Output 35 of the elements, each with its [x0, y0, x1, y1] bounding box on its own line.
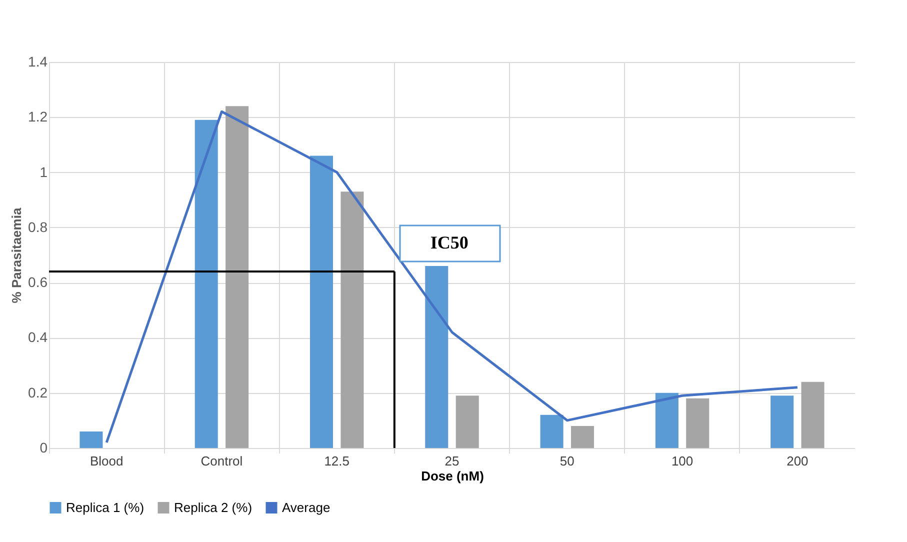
bar — [540, 414, 564, 448]
bar — [80, 431, 103, 448]
y-tick-label: 0.8 — [28, 218, 48, 235]
bar — [686, 398, 710, 448]
bar — [801, 382, 824, 448]
bar — [456, 396, 479, 448]
y-tick-label: 1 — [40, 164, 48, 180]
x-tick-label: 200 — [786, 454, 808, 468]
y-tick-label: 0.2 — [28, 384, 48, 400]
y-tick-label: 0.4 — [28, 329, 48, 346]
annotation: IC50 — [430, 232, 468, 253]
y-tick-label: 0 — [40, 440, 48, 456]
bar — [310, 156, 334, 448]
bar — [570, 426, 594, 448]
bar — [655, 392, 678, 448]
bar — [194, 120, 218, 448]
x-tick-label: Blood — [90, 454, 124, 468]
bar — [226, 106, 249, 448]
x-tick-label: Control — [200, 454, 243, 468]
y-tick-label: 1.2 — [28, 108, 48, 125]
bar — [425, 266, 448, 448]
line-series — [105, 110, 799, 444]
x-tick-label: 100 — [671, 454, 694, 468]
x-tick-label: 50 — [560, 454, 574, 468]
x-tick-label: 12.5 — [324, 454, 350, 468]
bar — [770, 396, 794, 448]
bar — [340, 192, 364, 448]
legend-label: Replica 1 (%) — [66, 500, 144, 515]
legend-label: Average — [282, 500, 330, 515]
y-axis-title: % Parasitaemia — [9, 207, 24, 304]
y-tick-label: 1.4 — [28, 54, 48, 70]
x-tick-label: 25 — [444, 454, 460, 468]
x-axis-title: Dose (nM) — [421, 468, 484, 484]
y-tick-label: 0.6 — [28, 274, 48, 290]
legend-label: Replica 2 (%) — [174, 500, 252, 515]
